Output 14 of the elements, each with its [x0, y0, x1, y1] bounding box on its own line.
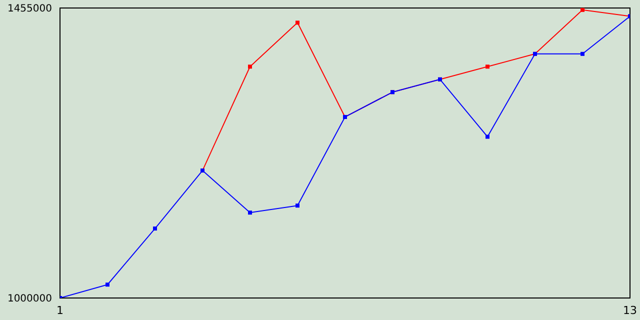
y-tick-label: 1000000	[7, 294, 52, 305]
point	[296, 204, 300, 208]
point	[106, 282, 110, 287]
point	[248, 210, 252, 215]
point	[486, 64, 490, 69]
y-tick-label: 1455000	[7, 4, 52, 15]
point	[296, 20, 300, 25]
point	[580, 8, 584, 12]
x-tick-label: 1	[56, 304, 64, 317]
point	[248, 64, 252, 69]
point	[153, 226, 157, 231]
x-tick-label: 13	[623, 304, 637, 317]
point	[486, 134, 490, 139]
point	[580, 52, 584, 56]
